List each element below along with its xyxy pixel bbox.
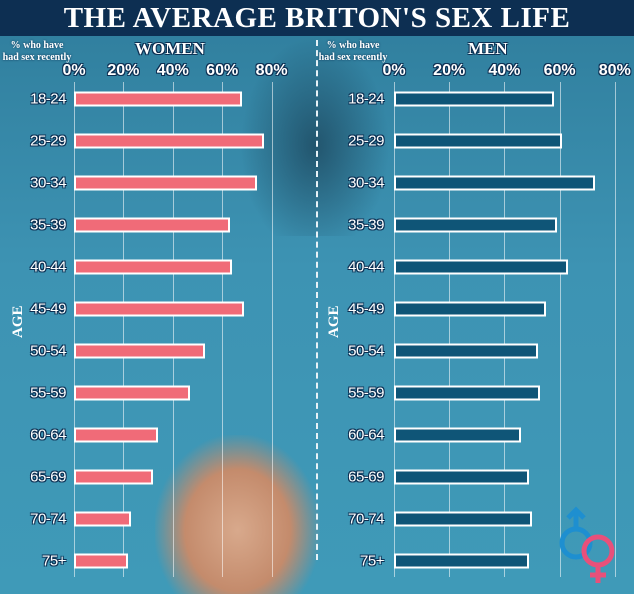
- gridline: [559, 82, 561, 577]
- bar-75+: [74, 553, 129, 569]
- category-label: 45-49: [30, 300, 66, 318]
- page-title: THE AVERAGE BRITON'S SEX LIFE: [0, 0, 634, 36]
- gridline: [271, 82, 273, 577]
- bar-70-74: [74, 511, 131, 527]
- women-xlabel: % who have had sex recently: [2, 40, 72, 63]
- x-tick-label: 60%: [543, 62, 576, 79]
- bar-70-74: [394, 511, 532, 527]
- bar-60-64: [74, 427, 158, 443]
- bedroom-photo: [240, 36, 390, 236]
- category-label: 25-29: [30, 132, 66, 150]
- x-tick-label: 0%: [382, 62, 406, 79]
- category-label: 35-39: [348, 216, 384, 234]
- category-label: 50-54: [348, 342, 384, 360]
- bar-25-29: [394, 133, 563, 149]
- gridline: [504, 82, 506, 577]
- category-label: 35-39: [30, 216, 66, 234]
- men-title: MEN: [468, 39, 508, 58]
- x-tick-label: 0%: [62, 62, 86, 79]
- x-tick-label: 60%: [206, 62, 239, 79]
- bar-50-54: [74, 343, 205, 359]
- gridline: [394, 82, 395, 577]
- female-symbol-icon: [581, 534, 615, 583]
- category-label: 60-64: [348, 426, 384, 444]
- women-title: WOMEN: [135, 39, 205, 58]
- bar-55-59: [74, 385, 191, 401]
- category-label: 75+: [360, 552, 384, 570]
- gridline: [123, 82, 125, 577]
- category-label: 75+: [42, 552, 66, 570]
- gridline: [449, 82, 451, 577]
- gridline: [74, 82, 75, 577]
- bar-35-39: [74, 217, 230, 233]
- bar-40-44: [74, 259, 233, 275]
- bar-18-24: [394, 91, 555, 107]
- bar-60-64: [394, 427, 521, 443]
- x-tick-label: 80%: [598, 62, 631, 79]
- x-tick-label: 40%: [156, 62, 189, 79]
- x-tick-label: 80%: [255, 62, 288, 79]
- category-label: 60-64: [30, 426, 66, 444]
- bar-40-44: [394, 259, 568, 275]
- category-label: 45-49: [348, 300, 384, 318]
- category-label: 70-74: [348, 510, 384, 528]
- bar-45-49: [74, 301, 245, 317]
- category-label: 65-69: [348, 468, 384, 486]
- category-label: 55-59: [30, 384, 66, 402]
- category-label: 30-34: [30, 174, 66, 192]
- bar-30-34: [394, 175, 596, 191]
- category-label: 18-24: [30, 90, 66, 108]
- bar-50-54: [394, 343, 538, 359]
- bar-65-69: [74, 469, 154, 485]
- gridline: [222, 82, 224, 577]
- bar-30-34: [74, 175, 257, 191]
- bar-18-24: [74, 91, 242, 107]
- bar-45-49: [394, 301, 546, 317]
- bar-55-59: [394, 385, 541, 401]
- couple-photo: [155, 435, 320, 594]
- gridline: [614, 82, 616, 577]
- gender-symbols: [559, 506, 615, 583]
- men-xlabel: % who have had sex recently: [318, 40, 388, 63]
- x-tick-label: 20%: [107, 62, 140, 79]
- bar-65-69: [394, 469, 530, 485]
- x-tick-label: 40%: [488, 62, 521, 79]
- gridline: [172, 82, 174, 577]
- category-label: 25-29: [348, 132, 384, 150]
- category-label: 30-34: [348, 174, 384, 192]
- bar-25-29: [74, 133, 265, 149]
- panel-divider: [316, 40, 318, 560]
- bar-75+: [394, 553, 530, 569]
- category-label: 18-24: [348, 90, 384, 108]
- male-symbol-icon: [559, 506, 593, 560]
- bar-35-39: [394, 217, 557, 233]
- category-label: 70-74: [30, 510, 66, 528]
- x-tick-label: 20%: [433, 62, 466, 79]
- category-label: 65-69: [30, 468, 66, 486]
- category-label: 40-44: [348, 258, 384, 276]
- category-label: 55-59: [348, 384, 384, 402]
- category-label: 50-54: [30, 342, 66, 360]
- category-label: 40-44: [30, 258, 66, 276]
